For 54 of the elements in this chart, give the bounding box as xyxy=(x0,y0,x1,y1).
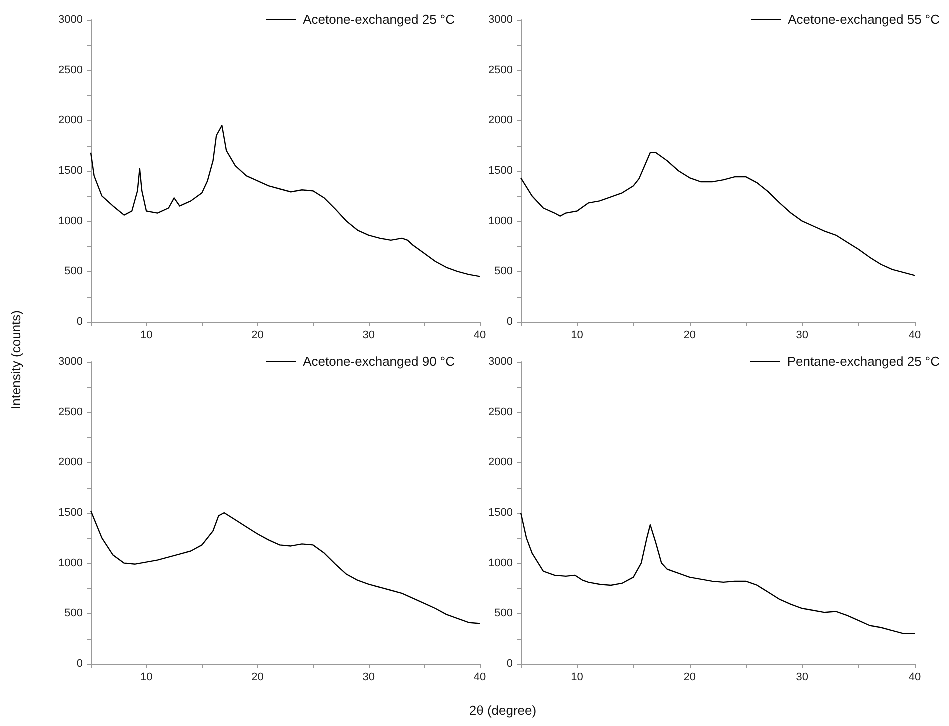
x-tick-label: 30 xyxy=(796,672,809,684)
y-tick-label: 1500 xyxy=(488,165,513,177)
x-tick-label: 20 xyxy=(684,672,696,684)
x-tick-label: 30 xyxy=(796,330,809,342)
y-tick-label: 500 xyxy=(494,266,513,278)
y-tick-label: 500 xyxy=(64,266,83,278)
x-tick-label: 20 xyxy=(252,330,264,342)
x-tick-label: 10 xyxy=(140,330,153,342)
x-tick-label: 10 xyxy=(140,672,153,684)
x-tick-label: 20 xyxy=(684,330,696,342)
legend-label: Acetone-exchanged 55 °C xyxy=(788,12,940,27)
x-tick-label: 10 xyxy=(571,672,584,684)
y-tick-label: 1500 xyxy=(58,165,83,177)
legend-label: Acetone-exchanged 90 °C xyxy=(303,354,456,369)
y-tick-label: 2500 xyxy=(488,64,513,76)
x-tick-label: 40 xyxy=(908,330,922,342)
y-tick-label: 0 xyxy=(506,316,513,328)
y-tick-label: 3000 xyxy=(58,356,83,368)
y-tick-label: 1000 xyxy=(58,215,83,228)
x-tick-label: 20 xyxy=(252,672,264,684)
line-series xyxy=(520,512,916,634)
x-tick-label: 40 xyxy=(474,672,486,684)
y-tick-label: 0 xyxy=(76,316,83,328)
x-tick-label: 40 xyxy=(474,330,486,342)
line-series xyxy=(90,510,481,624)
y-tick-label: 3000 xyxy=(488,356,513,368)
y-tick-label: 1500 xyxy=(58,507,83,519)
x-axis-title: 2θ (degree) xyxy=(469,703,537,718)
y-tick-label: 3000 xyxy=(488,14,513,26)
y-tick-label: 500 xyxy=(494,608,513,620)
line-series xyxy=(90,125,481,278)
y-tick-label: 2500 xyxy=(488,406,513,418)
y-tick-label: 1000 xyxy=(488,215,513,228)
y-tick-label: 2000 xyxy=(58,114,83,127)
y-axis-title: Intensity (counts) xyxy=(8,310,24,410)
y-tick-label: 0 xyxy=(506,658,513,670)
y-tick-label: 2500 xyxy=(58,406,83,418)
x-tick-label: 40 xyxy=(908,672,922,684)
y-tick-label: 2500 xyxy=(58,64,83,76)
x-tick-label: 10 xyxy=(571,330,584,342)
x-tick-label: 30 xyxy=(362,672,375,684)
y-tick-label: 1000 xyxy=(58,557,83,570)
y-tick-label: 1000 xyxy=(488,557,513,570)
y-tick-label: 1500 xyxy=(488,507,513,519)
x-tick-label: 30 xyxy=(362,330,375,342)
y-tick-label: 500 xyxy=(64,608,83,620)
y-tick-label: 2000 xyxy=(58,456,83,469)
line-series xyxy=(520,152,916,276)
y-tick-label: 2000 xyxy=(488,114,513,127)
legend-label: Pentane-exchanged 25 °C xyxy=(787,354,940,369)
legend-label: Acetone-exchanged 25 °C xyxy=(303,12,456,27)
y-tick-label: 0 xyxy=(76,658,83,670)
y-tick-label: 3000 xyxy=(58,14,83,26)
y-tick-label: 2000 xyxy=(488,456,513,469)
